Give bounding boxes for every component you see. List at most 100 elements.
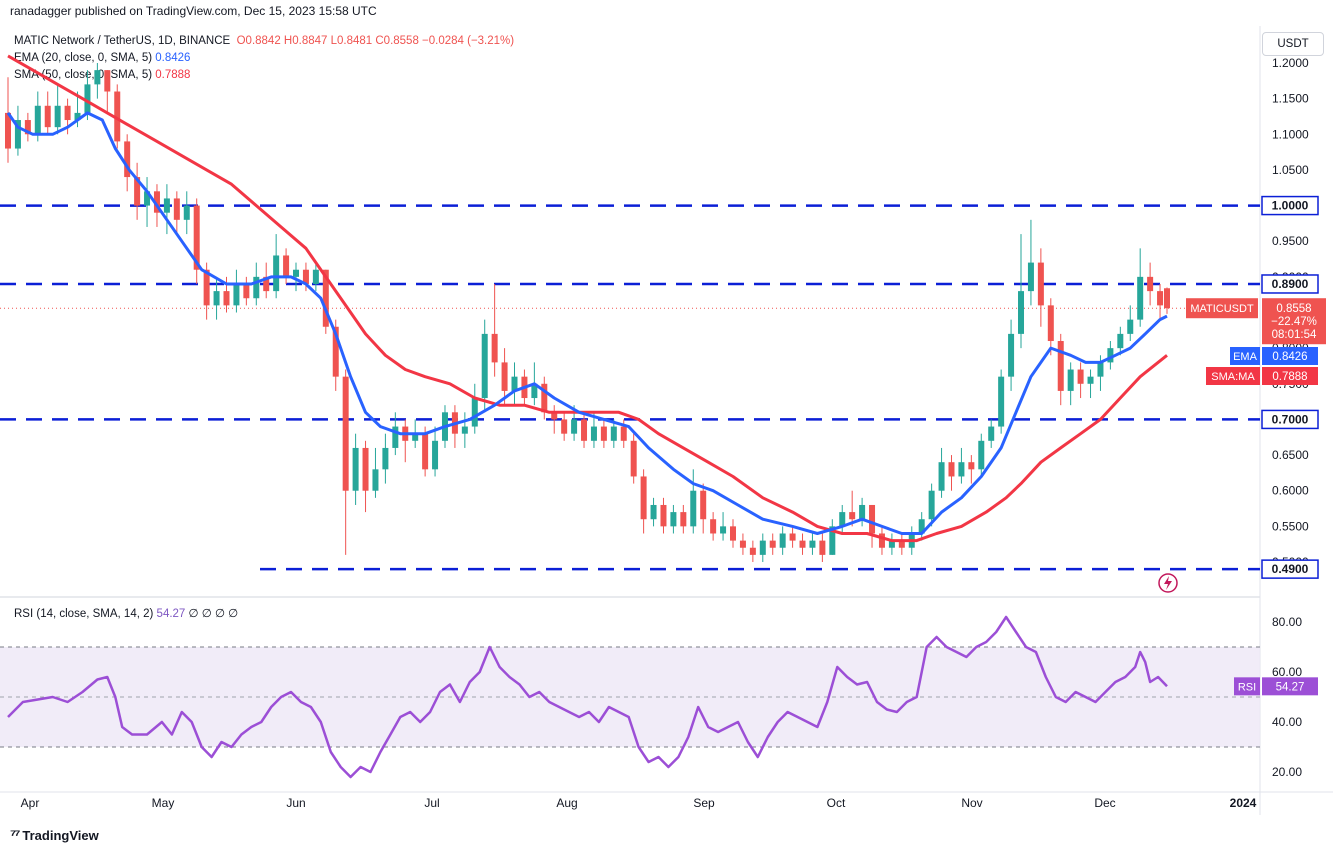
rsi-legend-value: 54.27 — [156, 608, 186, 620]
rsi-axis-tick: 20.00 — [1272, 765, 1302, 779]
candle-body — [243, 283, 250, 299]
ema-name-tag-label: EMA — [1233, 351, 1258, 363]
candle-body — [630, 440, 637, 477]
candle-body — [44, 105, 51, 128]
candle-body — [829, 526, 836, 555]
candle-body — [789, 533, 796, 541]
candle-body — [173, 198, 180, 220]
candle-body — [998, 376, 1005, 427]
candle-body — [124, 141, 131, 178]
legend-ema-row: EMA (20, close, 0, SMA, 5) 0.8426 — [14, 50, 514, 67]
candle-body — [1127, 319, 1134, 334]
candle-body — [1087, 376, 1094, 384]
time-axis-tick: Oct — [827, 796, 846, 810]
candle-body — [700, 490, 707, 520]
candle-body — [64, 105, 71, 121]
rsi-legend-label[interactable]: RSI (14, close, SMA, 14, 2) — [14, 608, 154, 620]
candle-body — [938, 462, 945, 491]
candle-body — [1037, 262, 1044, 306]
ema-value-tag — [1262, 347, 1318, 365]
candle-body — [412, 433, 419, 441]
candle-body — [1107, 348, 1114, 363]
price-axis-tick: 1.2000 — [1272, 56, 1309, 70]
candle-body — [34, 105, 41, 135]
candle-body — [610, 426, 617, 441]
rsi-value-tag — [1262, 677, 1318, 696]
price-axis-tick: 1.1500 — [1272, 92, 1309, 106]
candle-body — [541, 383, 548, 413]
chart-legend: MATIC Network / TetherUS, 1D, BINANCE O0… — [14, 33, 514, 84]
last-price-tag — [1262, 298, 1326, 345]
sma-50-line — [7, 54, 1168, 543]
candle-body — [213, 291, 220, 306]
candle-body — [660, 504, 667, 527]
candle-body — [978, 440, 985, 470]
price-axis-tick: 0.9500 — [1272, 234, 1309, 248]
candle-body — [620, 426, 627, 441]
candle-body — [312, 269, 319, 284]
ema-20-line — [6, 111, 1168, 535]
event-icon — [1158, 573, 1178, 593]
price-axis-tick: 0.5500 — [1272, 519, 1309, 533]
symbol-name-tag — [1186, 298, 1258, 319]
candle-body — [461, 426, 468, 434]
candle-body — [362, 447, 369, 491]
symbol-name-tag-label: MATICUSDT — [1190, 303, 1254, 315]
price-axis-tick: 0.6000 — [1272, 484, 1309, 498]
candle-body — [84, 84, 91, 113]
candle-body — [859, 504, 866, 520]
candle-body — [24, 120, 31, 135]
legend-symbol[interactable]: MATIC Network / TetherUS, 1D, BINANCE — [14, 35, 231, 47]
published-caption: ranadagger published on TradingView.com,… — [10, 4, 377, 18]
price-axis-tick: 1.0500 — [1272, 163, 1309, 177]
tradingview-logo[interactable]: ⁷⁷ TradingView — [10, 827, 99, 844]
legend-ema-label[interactable]: EMA (20, close, 0, SMA, 5) — [14, 52, 153, 64]
candle-body — [551, 412, 558, 420]
candle-body — [153, 191, 160, 213]
candle-body — [104, 70, 111, 92]
candle-body — [928, 490, 935, 520]
time-axis-tick: Jun — [286, 796, 305, 810]
candle-body — [1097, 362, 1104, 377]
time-axis-tick: Sep — [693, 796, 715, 810]
candle-body — [352, 447, 359, 491]
candle-body — [501, 362, 508, 391]
candle-body — [332, 326, 339, 377]
sma-value-tag-label: 0.7888 — [1272, 371, 1307, 383]
currency-button[interactable]: USDT — [1262, 32, 1324, 56]
sma-name-tag-label: SMA:MA — [1211, 371, 1255, 383]
last-price-tag-line: −22.47% — [1271, 316, 1317, 328]
rsi-name-tag-label: RSI — [1238, 681, 1256, 693]
candle-body — [1057, 341, 1064, 391]
candle-body — [193, 205, 200, 270]
candle-body — [898, 540, 905, 548]
candles-group — [5, 63, 1170, 562]
rsi-axis-tick: 60.00 — [1272, 665, 1302, 679]
level-tag-box — [1261, 274, 1319, 294]
candle-body — [1008, 333, 1015, 377]
candle-body — [561, 419, 568, 434]
candle-body — [1027, 262, 1034, 292]
ema-name-tag — [1230, 347, 1260, 365]
candle-body — [342, 376, 349, 491]
candle-body — [571, 419, 578, 434]
candle-body — [968, 462, 975, 470]
time-axis-tick: May — [152, 796, 175, 810]
candle-body — [134, 177, 141, 206]
candle-body — [680, 512, 687, 527]
candle-body — [233, 283, 240, 306]
candle-body — [819, 540, 826, 555]
candle-body — [94, 70, 101, 85]
candle-body — [392, 426, 399, 448]
candle-body — [670, 512, 677, 527]
rsi-axis-tick: 80.00 — [1272, 615, 1302, 629]
rsi-name-tag — [1234, 677, 1260, 696]
legend-symbol-row: MATIC Network / TetherUS, 1D, BINANCE O0… — [14, 33, 514, 50]
candle-body — [720, 526, 727, 534]
rsi-legend: RSI (14, close, SMA, 14, 2) 54.27 ∅ ∅ ∅ … — [14, 606, 238, 620]
candle-body — [1157, 291, 1164, 306]
candle-body — [432, 440, 439, 470]
rsi-legend-extras: ∅ ∅ ∅ ∅ — [188, 608, 239, 620]
candle-body — [878, 533, 885, 548]
